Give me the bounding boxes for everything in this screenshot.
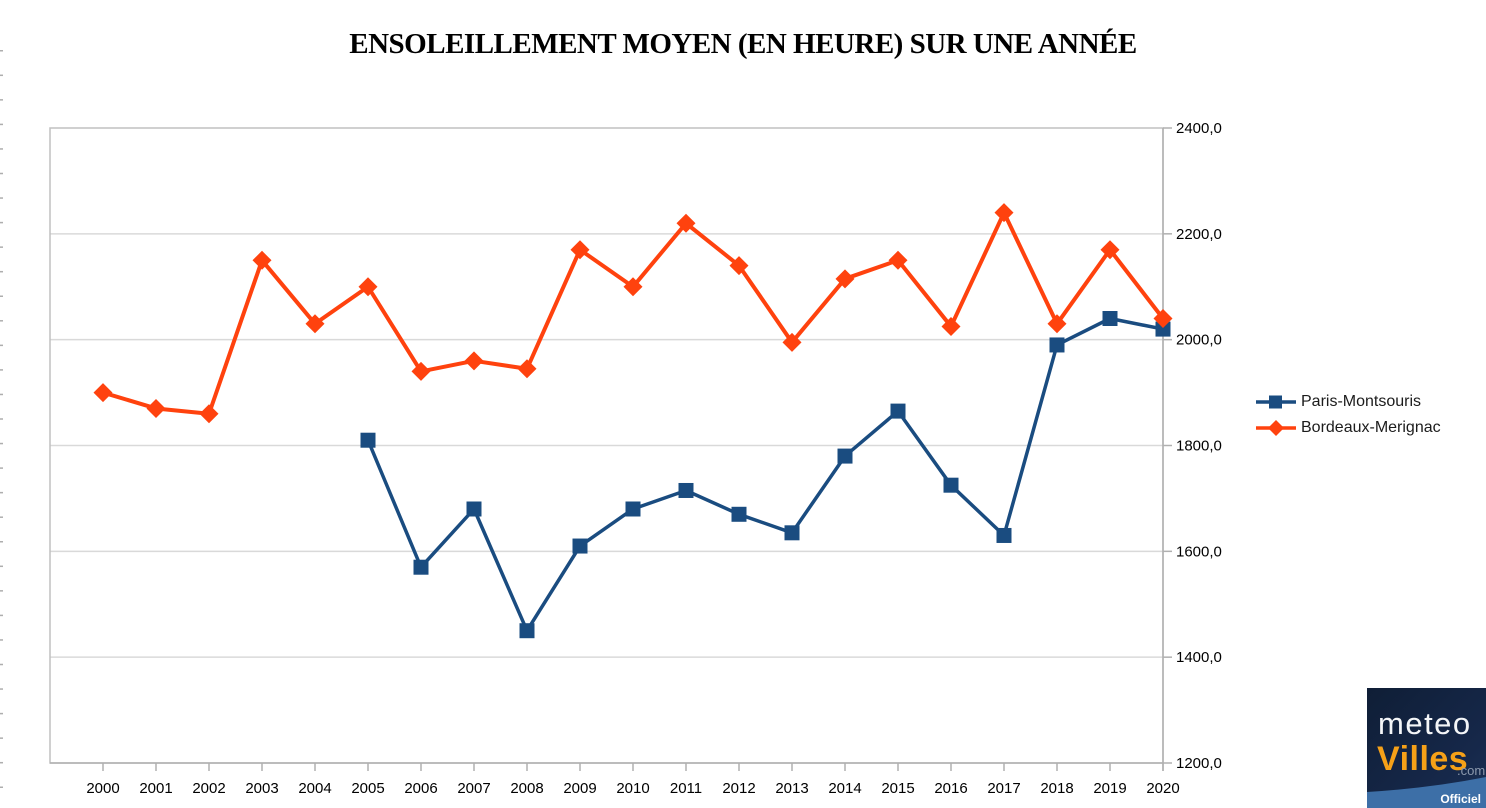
legend-item-bordeaux: Bordeaux-Merignac <box>1256 418 1441 438</box>
x-axis-tick-label: 2005 <box>351 780 384 797</box>
data-point-diamond <box>517 359 537 379</box>
x-axis-tick-label: 2019 <box>1093 780 1126 797</box>
data-point-diamond <box>623 277 643 297</box>
data-point-square <box>678 482 694 498</box>
data-point-square <box>943 477 959 493</box>
data-point-square <box>572 538 588 554</box>
x-axis-tick-label: 2017 <box>987 780 1020 797</box>
legend-item-paris: Paris-Montsouris <box>1256 392 1441 412</box>
axes: 1200,0 1400,0 1600,0 1800,0 2000,0 2200,0 2400… <box>50 120 1222 797</box>
data-point-diamond <box>252 250 272 270</box>
logo-badge-officiel: Officiel <box>1440 792 1481 806</box>
legend-marker-diamond-icon <box>1256 420 1296 436</box>
data-point-square <box>625 501 641 517</box>
data-point-diamond <box>146 398 166 418</box>
data-point-diamond <box>729 256 749 276</box>
logo-text-meteo: meteo <box>1378 706 1472 741</box>
data-point-diamond <box>782 332 802 352</box>
data-point-square <box>731 506 747 522</box>
data-point-diamond <box>570 240 590 260</box>
data-point-square <box>360 432 376 448</box>
x-axis-tick-label: 2018 <box>1040 780 1073 797</box>
x-axis-tick-label: 2006 <box>404 780 437 797</box>
x-axis-tick-label: 2016 <box>934 780 967 797</box>
y-axis-tick-label: 2000,0 <box>1176 332 1222 349</box>
data-point-square <box>466 501 482 517</box>
x-axis-tick-label: 2001 <box>139 780 172 797</box>
legend-label-bordeaux: Bordeaux-Merignac <box>1301 419 1441 436</box>
x-axis-tick-label: 2003 <box>245 780 278 797</box>
y-axis-tick-label: 1800,0 <box>1176 438 1222 455</box>
x-axis-tick-label: 2015 <box>881 780 914 797</box>
x-axis-tick-label: 2000 <box>86 780 119 797</box>
x-axis-tick-label: 2004 <box>298 780 331 797</box>
meteovilles-logo: meteo Villes .com Officiel <box>1367 688 1486 808</box>
data-point-diamond <box>1047 314 1067 334</box>
y-axis-tick-label: 1400,0 <box>1176 649 1222 666</box>
data-point-square <box>1049 337 1065 353</box>
x-axis-tick-label: 2011 <box>670 780 702 797</box>
logo-text-dotcom: .com <box>1457 763 1486 778</box>
data-point-square <box>1155 321 1171 337</box>
data-point-square <box>996 527 1012 543</box>
data-point-diamond <box>411 361 431 381</box>
x-axis-tick-label: 2012 <box>722 780 755 797</box>
data-point-diamond <box>358 277 378 297</box>
logo-band <box>1367 777 1486 808</box>
data-point-diamond <box>199 404 219 424</box>
data-point-diamond <box>464 351 484 371</box>
x-axis-tick-label: 2007 <box>457 780 490 797</box>
left-edge-tick-marks <box>0 50 3 788</box>
legend-marker-square-icon <box>1256 395 1296 409</box>
data-point-diamond <box>93 383 113 403</box>
y-axis-tick-label: 1200,0 <box>1176 755 1222 772</box>
y-axis-tick-label: 1600,0 <box>1176 543 1222 560</box>
data-point-diamond <box>305 314 325 334</box>
gridlines <box>50 233 1163 658</box>
x-axis-tick-label: 2020 <box>1146 780 1179 797</box>
y-axis-tick-label: 2200,0 <box>1176 226 1222 243</box>
data-point-diamond <box>941 316 961 336</box>
data-point-diamond <box>888 250 908 270</box>
data-point-diamond <box>994 203 1014 223</box>
x-axis-tick-label: 2010 <box>616 780 649 797</box>
x-axis-tick-label: 2008 <box>510 780 543 797</box>
data-point-square <box>413 559 429 575</box>
data-point-diamond <box>1153 309 1173 328</box>
data-point-square <box>837 448 853 464</box>
data-point-square <box>890 403 906 419</box>
chart-title: ENSOLEILLEMENT MOYEN (EN HEURE) SUR UNE … <box>349 28 1137 60</box>
data-point-square <box>784 525 800 541</box>
x-axis-tick-label: 2013 <box>775 780 808 797</box>
data-point-square <box>519 623 535 639</box>
x-axis-tick-label: 2002 <box>192 780 225 797</box>
data-point-diamond <box>1100 240 1120 260</box>
data-point-square <box>1102 311 1118 326</box>
legend-label-paris: Paris-Montsouris <box>1301 393 1422 410</box>
series-paris-montsouris <box>360 311 1171 639</box>
data-point-diamond <box>835 269 855 289</box>
data-point-diamond <box>676 213 696 233</box>
x-axis-tick-label: 2009 <box>563 780 596 797</box>
x-axis-tick-label: 2014 <box>828 780 861 797</box>
chart-legend: Paris-Montsouris Bordeaux-Merignac <box>1256 392 1441 438</box>
series-bordeaux-merignac <box>93 203 1173 424</box>
logo-text-villes: Villes <box>1377 740 1469 778</box>
y-axis-tick-label: 2400,0 <box>1176 120 1222 137</box>
